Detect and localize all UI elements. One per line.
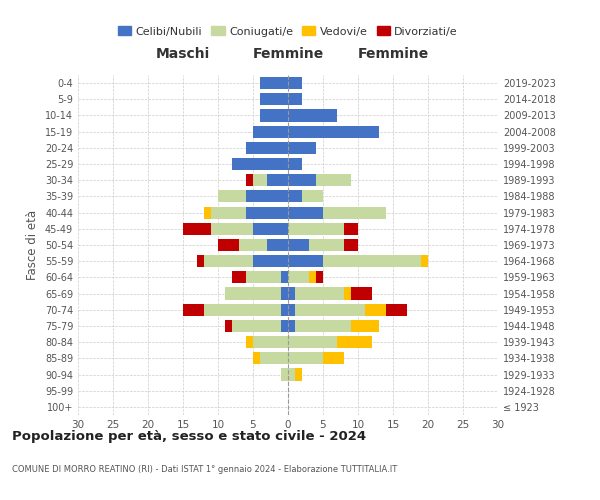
Bar (302, 190, 323, 202)
Bar (211, 222, 253, 235)
Bar (288, 190, 302, 202)
Bar (267, 239, 288, 251)
Bar (309, 239, 344, 251)
Text: Maschi: Maschi (156, 48, 210, 62)
Bar (288, 272, 309, 283)
Bar (246, 190, 288, 202)
Bar (288, 239, 309, 251)
Bar (225, 288, 281, 300)
Bar (344, 288, 351, 300)
Text: Femmine: Femmine (358, 48, 428, 62)
Bar (253, 222, 288, 235)
Bar (316, 174, 351, 186)
Bar (183, 222, 211, 235)
Bar (246, 174, 253, 186)
Bar (204, 206, 211, 218)
Bar (253, 126, 288, 138)
Bar (288, 255, 323, 268)
Bar (288, 93, 302, 106)
Bar (281, 288, 288, 300)
Bar (288, 174, 316, 186)
Bar (309, 272, 316, 283)
Bar (288, 304, 295, 316)
Bar (295, 320, 351, 332)
Bar (288, 368, 295, 380)
Bar (421, 255, 428, 268)
Bar (204, 304, 281, 316)
Bar (288, 288, 295, 300)
Text: Femmine: Femmine (253, 48, 323, 62)
Bar (323, 352, 344, 364)
Bar (316, 272, 323, 283)
Bar (337, 336, 372, 348)
Y-axis label: Fasce di età: Fasce di età (26, 210, 39, 280)
Bar (288, 222, 344, 235)
Bar (323, 206, 386, 218)
Bar (225, 320, 232, 332)
Bar (351, 320, 379, 332)
Bar (323, 255, 421, 268)
Bar (288, 206, 323, 218)
Bar (204, 255, 253, 268)
Bar (281, 368, 288, 380)
Bar (246, 142, 288, 154)
Bar (218, 239, 239, 251)
Bar (218, 190, 246, 202)
Bar (295, 368, 302, 380)
Bar (386, 304, 407, 316)
Legend: Celibi/Nubili, Coniugati/e, Vedovi/e, Divorziati/e: Celibi/Nubili, Coniugati/e, Vedovi/e, Di… (115, 23, 461, 40)
Bar (288, 142, 316, 154)
Bar (260, 110, 288, 122)
Bar (253, 255, 288, 268)
Bar (288, 110, 337, 122)
Bar (197, 255, 204, 268)
Bar (267, 174, 288, 186)
Bar (253, 174, 267, 186)
Bar (288, 126, 379, 138)
Bar (239, 239, 267, 251)
Text: COMUNE DI MORRO REATINO (RI) - Dati ISTAT 1° gennaio 2024 - Elaborazione TUTTITA: COMUNE DI MORRO REATINO (RI) - Dati ISTA… (12, 465, 397, 474)
Bar (281, 320, 288, 332)
Bar (365, 304, 386, 316)
Bar (253, 336, 288, 348)
Bar (295, 304, 365, 316)
Bar (260, 77, 288, 89)
Bar (232, 272, 246, 283)
Bar (246, 206, 288, 218)
Bar (288, 320, 295, 332)
Bar (288, 77, 302, 89)
Bar (288, 352, 323, 364)
Bar (260, 352, 288, 364)
Bar (183, 304, 204, 316)
Bar (295, 288, 344, 300)
Bar (246, 272, 281, 283)
Bar (246, 336, 253, 348)
Text: Popolazione per età, sesso e stato civile - 2024: Popolazione per età, sesso e stato civil… (12, 430, 366, 443)
Bar (281, 304, 288, 316)
Bar (344, 239, 358, 251)
Bar (351, 288, 372, 300)
Bar (232, 320, 281, 332)
Bar (260, 93, 288, 106)
Bar (288, 336, 337, 348)
Bar (211, 206, 246, 218)
Bar (288, 158, 302, 170)
Bar (232, 158, 288, 170)
Bar (253, 352, 260, 364)
Bar (344, 222, 358, 235)
Bar (281, 272, 288, 283)
